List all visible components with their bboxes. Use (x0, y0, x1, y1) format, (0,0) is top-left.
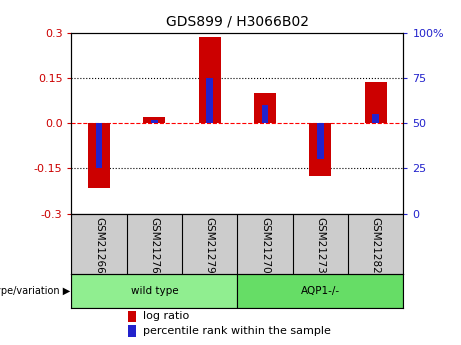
Text: percentile rank within the sample: percentile rank within the sample (142, 326, 331, 336)
Text: wild type: wild type (130, 286, 178, 296)
Bar (254, 93, 276, 123)
Text: GSM21270: GSM21270 (260, 217, 270, 273)
Bar (143, 117, 165, 123)
Text: GSM21266: GSM21266 (94, 217, 104, 273)
Bar (151, 120, 158, 123)
Bar (309, 123, 331, 176)
Text: GSM21276: GSM21276 (149, 217, 160, 273)
Bar (96, 123, 102, 168)
Bar (365, 82, 387, 123)
Bar (237, 274, 403, 308)
Bar (207, 78, 213, 123)
Bar (372, 114, 379, 123)
Text: GSM21282: GSM21282 (371, 217, 381, 273)
Bar (262, 105, 268, 123)
Text: AQP1-/-: AQP1-/- (301, 286, 340, 296)
Bar (199, 37, 221, 123)
Text: GSM21273: GSM21273 (315, 217, 325, 273)
Bar (317, 123, 324, 159)
Bar (128, 311, 136, 323)
Title: GDS899 / H3066B02: GDS899 / H3066B02 (166, 15, 309, 29)
Text: GSM21279: GSM21279 (205, 217, 215, 273)
Bar (71, 274, 237, 308)
Bar (88, 123, 110, 188)
Text: genotype/variation ▶: genotype/variation ▶ (0, 286, 71, 296)
Text: log ratio: log ratio (142, 312, 189, 322)
Bar (128, 325, 136, 337)
